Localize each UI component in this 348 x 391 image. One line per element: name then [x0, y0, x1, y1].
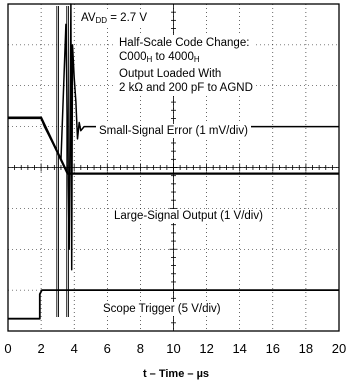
scope-trigger-trace — [8, 289, 339, 320]
x-tick-label: 6 — [103, 341, 111, 356]
x-tick-label: 8 — [136, 341, 145, 356]
code-change-label: Half-Scale Code Change: C000H to 4000H O… — [116, 35, 256, 96]
x-tick-label: 14 — [232, 341, 247, 356]
x-axis-label: t – Time – µs — [142, 368, 210, 380]
x-tick-label: 20 — [331, 341, 347, 356]
small-signal-error-label: Small-Signal Error (1 mV/div) — [96, 124, 251, 138]
x-tick-label: 0 — [4, 341, 12, 356]
x-tick-label: 16 — [265, 341, 281, 356]
x-tick-label: 10 — [166, 341, 181, 356]
load-line1: Output Loaded With — [119, 68, 222, 80]
large-signal-output-trace — [8, 116, 339, 175]
large-signal-output-label: Large-Signal Output (1 V/div) — [111, 209, 266, 223]
x-tick-label: 2 — [37, 341, 45, 356]
plot-traces — [8, 3, 339, 320]
x-tick-label: 4 — [70, 341, 78, 356]
code-change-line2: C000H to 4000H — [119, 51, 200, 64]
x-tick-label: 12 — [199, 341, 214, 356]
load-line2: 2 kΩ and 200 pF to AGND — [119, 82, 253, 94]
supply-voltage-label: AVDD = 2.7 V — [79, 11, 150, 28]
x-tick-label: 18 — [298, 341, 314, 356]
code-change-line1: Half-Scale Code Change: — [119, 37, 250, 49]
scope-trigger-label: Scope Trigger (5 V/div) — [100, 302, 224, 316]
